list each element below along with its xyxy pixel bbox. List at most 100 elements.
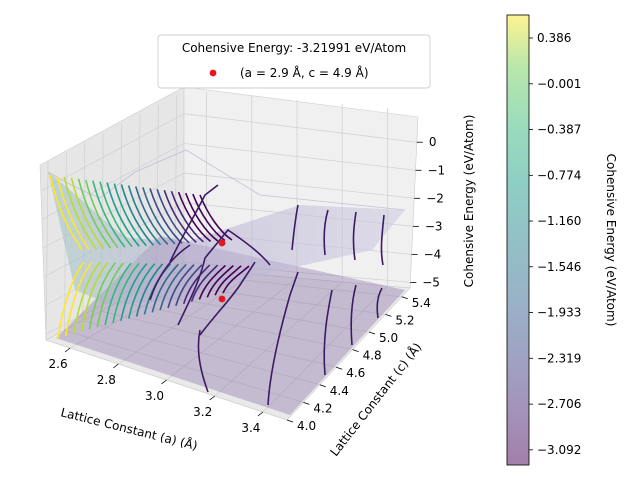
colorbar-frame xyxy=(506,14,530,466)
contour-line xyxy=(352,211,357,261)
surface-contour xyxy=(49,174,83,251)
y-tick-label: 4.4 xyxy=(330,384,349,398)
x-axis-label: Lattice Constant (a) (Å) xyxy=(59,404,199,453)
floor-contour xyxy=(80,262,109,332)
colorbar-tick-label: −1.160 xyxy=(537,214,581,228)
x-tick-label: 3.4 xyxy=(241,421,260,435)
x-tick-label: 2.6 xyxy=(49,357,68,371)
colorbar-tick-label: −0.001 xyxy=(537,77,581,91)
y-tick-mark xyxy=(336,366,343,370)
surface-contour xyxy=(134,186,169,245)
surface-contour xyxy=(70,177,105,250)
colorbar-tick-label: −0.387 xyxy=(537,123,581,137)
surface-contour xyxy=(113,183,147,247)
floor-contour xyxy=(120,262,148,322)
z-tick-label: −5 xyxy=(422,275,440,289)
floor-contour xyxy=(206,265,234,298)
surface-contour xyxy=(149,188,183,244)
colorbar: 0.386 −0.001 −0.387 −0.774 −1.160 −1.546 −1.93… xyxy=(506,14,618,466)
y-tick-label: 4.8 xyxy=(363,349,382,363)
colorbar-ticks: 0.386 −0.001 −0.387 −0.774 −1.160 −1.546 −1.93… xyxy=(529,31,581,457)
contour-line xyxy=(323,289,333,376)
grid-line-y xyxy=(64,330,304,403)
contour-line xyxy=(380,214,385,266)
z-tick-label: −3 xyxy=(425,219,443,233)
y-tick-mark xyxy=(385,314,392,317)
colorbar-tick-label: −1.933 xyxy=(537,306,581,320)
x-tick-label: 2.8 xyxy=(97,373,116,387)
z-tick-label: −2 xyxy=(426,191,444,205)
floor-contour xyxy=(57,261,85,339)
x-tick-label: 3.2 xyxy=(193,405,212,419)
surface-contour xyxy=(92,180,126,248)
y-tick-label: 4.2 xyxy=(313,401,332,415)
legend-marker xyxy=(209,69,217,77)
grid-line-x xyxy=(262,285,388,413)
surface-contour xyxy=(170,190,204,243)
x-tick-mark xyxy=(161,379,167,385)
minimum-marker-surface xyxy=(218,239,226,247)
z-tick-label: −1 xyxy=(428,163,446,177)
x-tick-mark xyxy=(209,395,215,401)
y-tick-mark xyxy=(401,296,408,300)
x-tick-mark xyxy=(257,411,264,417)
contour-line xyxy=(169,184,219,263)
surface-contour xyxy=(142,187,176,245)
z-axis-label: Cohensive Energy (eV/Atom) xyxy=(462,115,476,288)
grid-line-z xyxy=(183,113,417,143)
colorbar-tick-label: −2.319 xyxy=(537,351,581,365)
legend-box xyxy=(157,34,431,89)
colorbar-gradient xyxy=(507,15,529,465)
surface-contour xyxy=(56,175,90,250)
floor-contour xyxy=(96,262,124,328)
legend-title: Cohensive Energy: -3.21991 eV/Atom xyxy=(182,41,406,55)
x-tick-label: 3.0 xyxy=(145,389,164,403)
floor-contour xyxy=(135,263,164,317)
grid-line-y xyxy=(119,301,353,350)
y-tick-mark xyxy=(286,419,294,423)
floor-contour xyxy=(214,265,242,296)
legend: Cohensive Energy: -3.21991 eV/Atom (a = … xyxy=(157,34,431,89)
surface-contour xyxy=(84,179,119,249)
contour-line xyxy=(350,284,357,346)
colorbar-tick-label: −3.092 xyxy=(537,443,581,457)
colorbar-tick-label: −2.706 xyxy=(537,397,581,411)
z-tick-label: −4 xyxy=(424,247,442,261)
x-axis-ticks: 2.6 2.8 3.0 3.2 3.4 xyxy=(49,347,264,435)
contour-line xyxy=(197,329,209,393)
contour-line xyxy=(267,271,299,406)
floor-contour xyxy=(112,262,140,324)
floor-contour xyxy=(175,264,203,307)
floor-contour xyxy=(104,262,132,326)
colorbar-tick-label: −0.774 xyxy=(537,168,581,182)
y-tick-label: 5.2 xyxy=(395,313,414,327)
contour-line xyxy=(323,209,329,256)
surface-contour xyxy=(177,191,212,243)
grid-line-z xyxy=(183,172,415,199)
floor-contour xyxy=(222,265,250,294)
energy-surface xyxy=(48,172,405,305)
minimum-markers xyxy=(218,239,226,303)
y-tick-mark xyxy=(352,349,359,352)
surface-contour xyxy=(99,181,133,248)
surface-contour xyxy=(184,192,219,242)
y-tick-mark xyxy=(368,331,376,335)
grid-line-x xyxy=(118,273,253,365)
legend-entry: (a = 2.9 Å, c = 4.9 Å) xyxy=(240,65,369,80)
floor-contour xyxy=(159,263,187,311)
surface-contour xyxy=(127,185,162,246)
grid-line-z xyxy=(183,142,416,171)
grid-line-y xyxy=(101,310,337,368)
z-tick-label: 0 xyxy=(429,135,437,149)
contour-line xyxy=(149,244,191,301)
surface-contour xyxy=(106,182,140,247)
floor-contour xyxy=(198,264,226,300)
grid-line-y-back xyxy=(45,161,49,341)
z-axis-ticks: 0 −1 −2 −3 −4 −5 xyxy=(410,135,445,289)
grid-line-x xyxy=(166,277,298,381)
surface-contour xyxy=(77,178,112,249)
contour-lines xyxy=(49,174,385,406)
floor-contour xyxy=(167,264,195,309)
y-tick-label: 4.6 xyxy=(346,366,365,380)
